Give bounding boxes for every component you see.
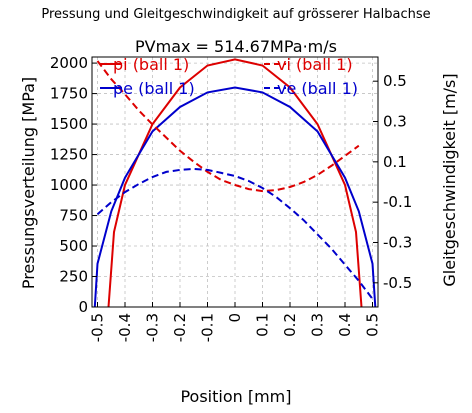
axes: -0.5 -0.4 -0.3 -0.2 -0.1 0 0.1 0.2 0.3 0.4 0.5 0 250… (50, 54, 412, 342)
series-line-pi (107, 58, 363, 308)
x-tick-label: -0.3 (144, 313, 162, 342)
x-tick-label: 0.5 (364, 313, 382, 337)
series-line-ve (96, 167, 374, 300)
legend: pi (ball 1) pe (ball 1) vi (ball 1) ve (bal… (100, 55, 358, 98)
series-line-vi (96, 60, 360, 193)
x-tick-label: 0.1 (254, 313, 272, 337)
x-tick-label: -0.1 (199, 313, 217, 342)
y-right-tick-label: -0.1 (383, 193, 412, 211)
x-tick-label: -0.5 (89, 313, 107, 342)
x-tick-label: 0.4 (336, 313, 354, 337)
y-left-tick-label: 1750 (50, 85, 88, 103)
legend-label: pe (ball 1) (113, 79, 195, 98)
y-left-tick-label: 2000 (50, 54, 88, 72)
legend-label: pi (ball 1) (113, 55, 189, 74)
pvmax-title: PVmax = 514.67MPa·m/s (135, 37, 337, 56)
x-tick-label: -0.2 (171, 313, 189, 342)
y-left-tick-label: 0 (78, 298, 88, 316)
y-right-tick-label: 0.3 (383, 113, 407, 131)
y-right-tick-label: -0.5 (383, 274, 412, 292)
y-left-tick-label: 1500 (50, 115, 88, 133)
y-left-tick-label: 250 (59, 268, 88, 286)
y-axis-left-label: Pressungsverteilung [MPa] (19, 77, 38, 289)
y-right-tick-label: 0.1 (383, 153, 407, 171)
legend-label: vi (ball 1) (277, 55, 353, 74)
plot-series (93, 58, 377, 308)
legend-label: ve (ball 1) (277, 79, 358, 98)
x-tick-label: 0.3 (309, 313, 327, 337)
y-left-tick-label: 750 (59, 207, 88, 225)
x-tick-label: 0.2 (281, 313, 299, 337)
x-axis-label: Position [mm] (180, 387, 291, 406)
y-right-tick-label: 0.5 (383, 72, 407, 90)
x-tick-label: 0 (226, 313, 244, 323)
series-line-pe (93, 86, 377, 308)
y-axis-right-label: Gleitgeschwindigkeit [m/s] (440, 73, 459, 286)
y-left-tick-label: 1250 (50, 146, 88, 164)
y-left-tick-label: 500 (59, 237, 88, 255)
figure-title: Pressung und Gleitgeschwindigkeit auf gr… (41, 7, 430, 22)
y-right-tick-label: -0.3 (383, 233, 412, 251)
x-tick-label: -0.4 (116, 313, 134, 342)
y-left-tick-label: 1000 (50, 176, 88, 194)
